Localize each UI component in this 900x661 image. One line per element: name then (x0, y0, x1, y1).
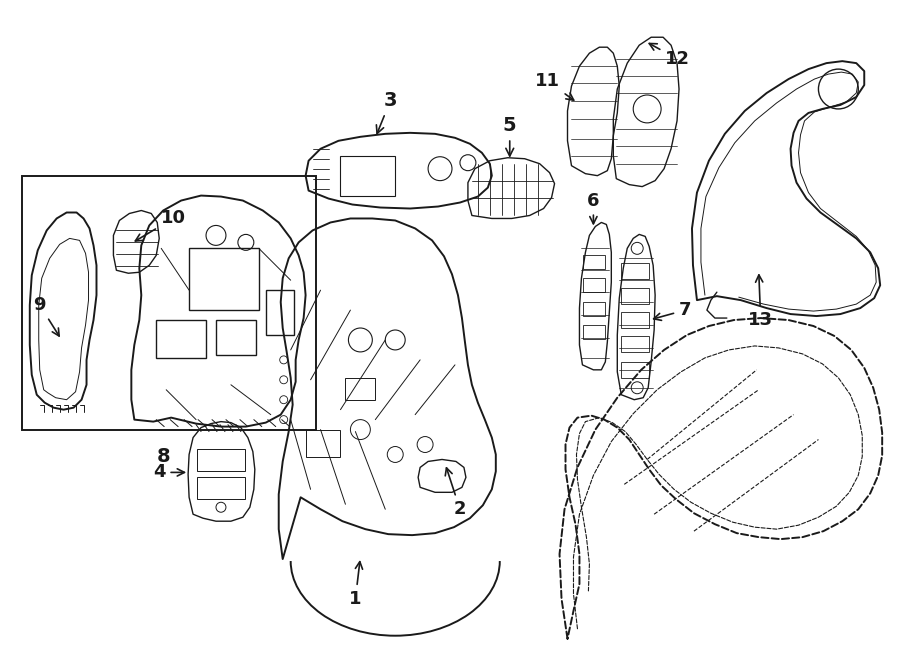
Bar (189, 249, 259, 310)
Text: 7: 7 (653, 301, 691, 321)
Bar (340, 156, 395, 196)
Bar (583, 255, 606, 269)
Text: 10: 10 (135, 210, 185, 241)
Bar (583, 302, 606, 316)
Bar (621, 312, 649, 328)
Bar (583, 278, 606, 292)
Text: 2: 2 (446, 468, 466, 518)
Bar (266, 290, 293, 335)
Bar (22, 176, 316, 430)
Bar (621, 362, 649, 378)
Bar (157, 320, 206, 358)
Text: 4: 4 (153, 463, 184, 481)
Text: 13: 13 (748, 275, 773, 329)
Bar (306, 430, 340, 457)
Bar (621, 288, 649, 304)
Bar (216, 320, 256, 355)
Text: 3: 3 (376, 91, 397, 134)
Bar (621, 263, 649, 279)
Text: 6: 6 (587, 192, 599, 224)
Text: 11: 11 (536, 72, 573, 100)
Text: 9: 9 (33, 296, 59, 336)
Text: 12: 12 (649, 44, 690, 68)
Bar (197, 477, 245, 499)
Text: 8: 8 (157, 447, 170, 465)
Text: 5: 5 (503, 116, 517, 156)
Bar (197, 449, 245, 471)
Text: 1: 1 (349, 562, 363, 608)
Bar (346, 378, 375, 400)
Bar (621, 336, 649, 352)
Bar (583, 325, 606, 339)
